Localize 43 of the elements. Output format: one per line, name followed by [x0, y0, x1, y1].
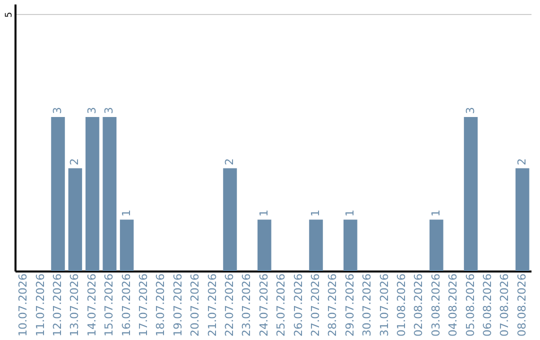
x-tick-label: 04.08.2026	[446, 274, 460, 336]
x-tick-label: 01.08.2026	[395, 274, 408, 336]
x-tick-label: 05.08.2026	[464, 274, 477, 336]
x-tick-label: 08.08.2026	[515, 274, 528, 336]
data-label: 2	[223, 158, 236, 166]
x-tick-label: 19.07.2026	[171, 274, 184, 336]
x-tick-label: 23.07.2026	[240, 274, 254, 336]
x-tick-label: 15.07.2026	[102, 274, 116, 336]
x-tick-label: 06.08.2026	[481, 274, 494, 336]
x-tick-label: 20.07.2026	[188, 274, 202, 336]
data-label: 2	[68, 158, 82, 166]
x-tick-label: 12.07.2026	[51, 274, 64, 336]
x-tick-label: 17.07.2026	[137, 274, 150, 336]
x-tick-label: 21.07.2026	[206, 274, 219, 336]
x-tick-label: 28.07.2026	[326, 274, 340, 336]
x-tick-label: 11.07.2026	[34, 274, 47, 336]
x-tick-label: 02.08.2026	[412, 274, 426, 336]
data-label: 3	[85, 106, 98, 114]
data-label: 3	[51, 106, 64, 114]
x-tick-label: 10.07.2026	[16, 274, 30, 336]
x-tick-label: 14.07.2026	[85, 274, 98, 336]
x-tick-label: 29.07.2026	[343, 274, 356, 336]
data-label: 1	[429, 210, 442, 217]
x-tick-label: 26.07.2026	[292, 274, 305, 336]
x-tick-label: 31.07.2026	[378, 274, 391, 336]
x-tick-label: 30.07.2026	[360, 274, 374, 336]
data-label: 1	[257, 210, 270, 217]
x-tick-label: 03.08.2026	[429, 274, 442, 336]
x-tick-label: 16.07.2026	[120, 274, 133, 336]
data-label: 2	[515, 158, 528, 166]
data-label: 1	[120, 210, 133, 217]
data-label: 1	[343, 210, 356, 217]
data-label: 3	[464, 106, 477, 114]
data-label: 3	[102, 106, 116, 114]
y-tick-label: 5	[4, 12, 14, 18]
x-tick-label: 18.07.2026	[154, 274, 168, 336]
x-tick-label: 13.07.2026	[68, 274, 82, 336]
x-tick-label: 24.07.2026	[257, 274, 270, 336]
x-tick-label: 07.08.2026	[498, 274, 512, 336]
x-tick-label: 22.07.2026	[223, 274, 236, 336]
data-label: 1	[309, 210, 322, 217]
x-tick-label: 25.07.2026	[274, 274, 288, 336]
x-tick-label: 27.07.2026	[309, 274, 322, 336]
